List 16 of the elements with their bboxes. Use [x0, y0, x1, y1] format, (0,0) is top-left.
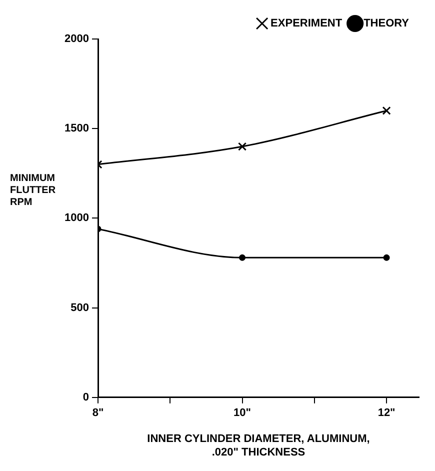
y-axis-title: MINIMUM FLUTTER RPM	[10, 172, 56, 208]
legend-label: THEORY	[364, 18, 410, 30]
point	[239, 254, 246, 261]
x-axis-title: INNER CYLINDER DIAMETER, ALUMINUM, .020" THICKNESS	[147, 433, 370, 458]
x-tick-label: 12"	[378, 407, 396, 420]
y-tick-label: 1500	[64, 122, 89, 135]
legend-label: EXPERIMENT	[270, 18, 342, 30]
y-tick-label: 2000	[64, 33, 89, 46]
point	[383, 254, 390, 261]
y-tick-label: 500	[70, 302, 89, 314]
x-tick-label: 8"	[92, 407, 104, 420]
x-tick-label: 10"	[234, 407, 251, 420]
y-tick-label: 0	[82, 391, 89, 404]
y-tick-label: 1000	[64, 212, 89, 224]
point	[238, 142, 247, 151]
point	[382, 106, 391, 115]
